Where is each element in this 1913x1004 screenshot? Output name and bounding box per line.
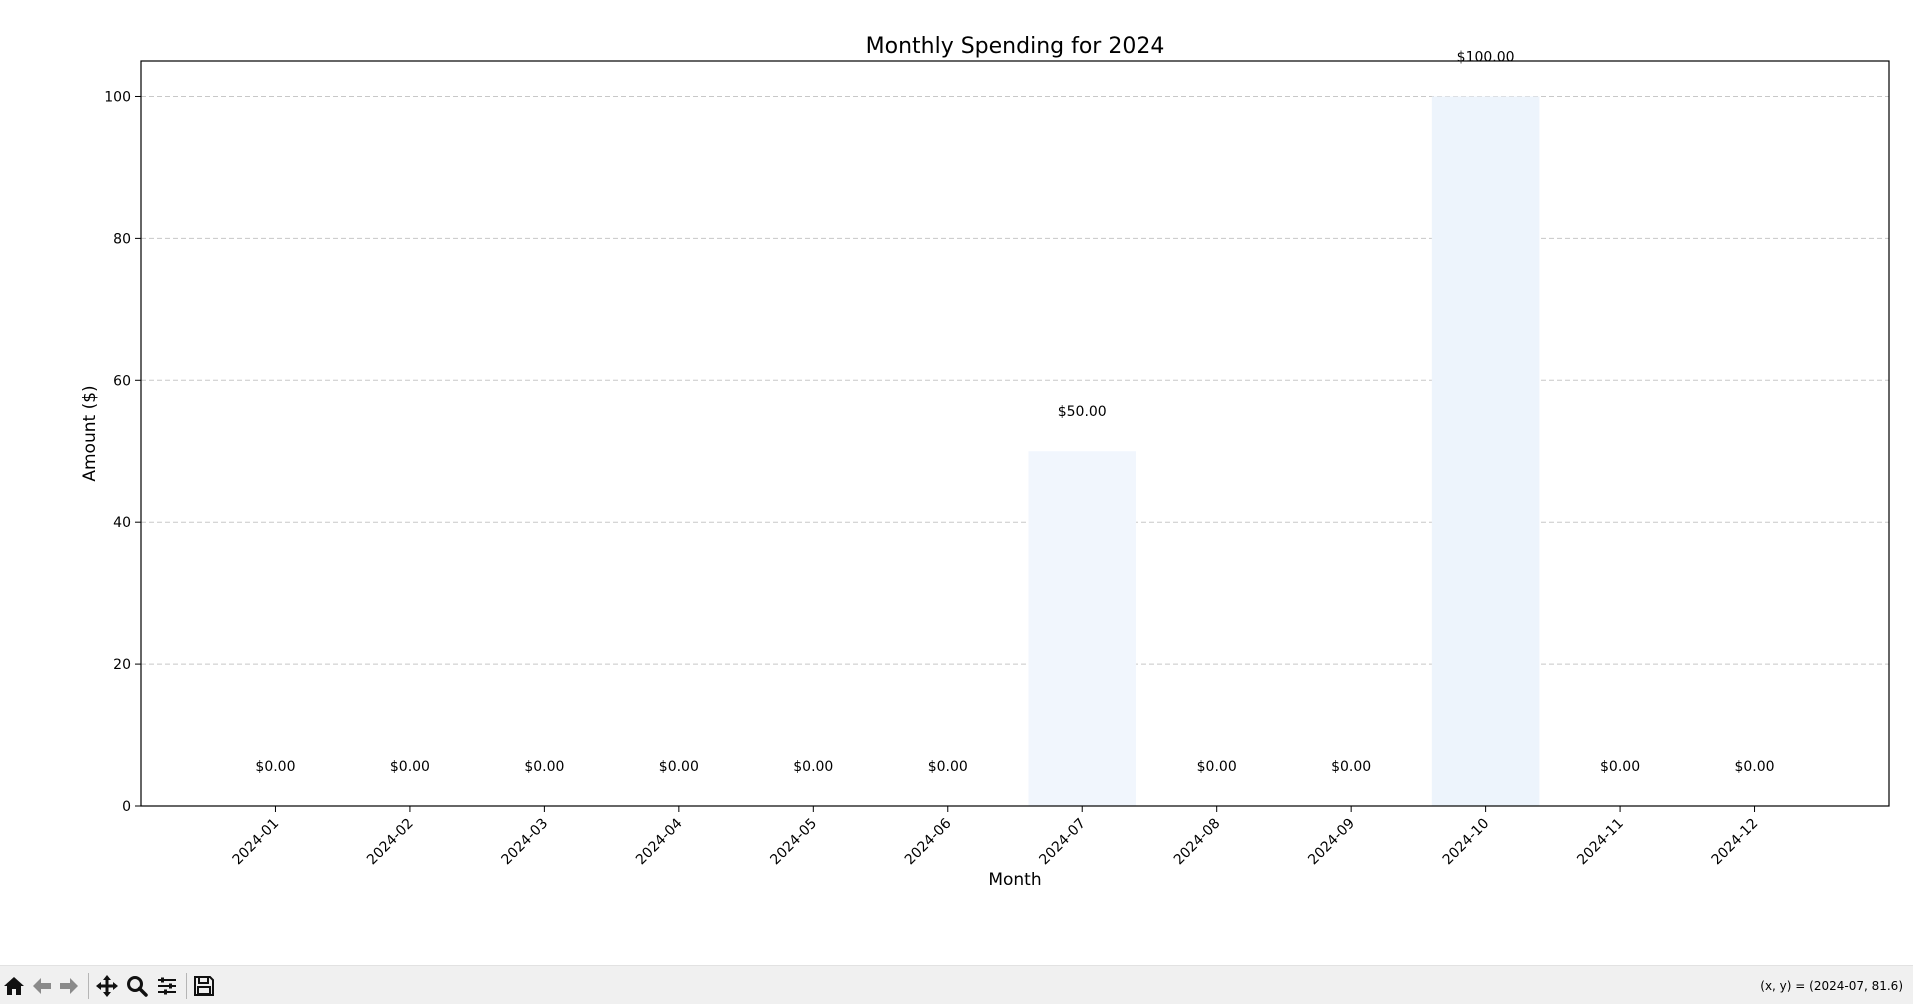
x-tick-label: 2024-12 — [1709, 816, 1762, 869]
navigation-toolbar: (x, y) = (2024-07, 81.6) — [0, 965, 1913, 1004]
x-tick-label: 2024-02 — [364, 816, 417, 869]
x-tick-label: 2024-09 — [1305, 816, 1358, 869]
data-label: $0.00 — [390, 759, 430, 775]
chart-title: Monthly Spending for 2024 — [866, 34, 1165, 59]
y-tick-label: 80 — [113, 231, 131, 247]
toolbar-separator — [88, 973, 89, 999]
x-tick-label: 2024-11 — [1574, 816, 1627, 869]
data-label: $0.00 — [1331, 759, 1371, 775]
x-tick-label: 2024-01 — [230, 816, 283, 869]
data-label: $100.00 — [1457, 49, 1515, 65]
forward-icon — [60, 978, 78, 994]
save-button[interactable] — [192, 974, 216, 998]
toolbar-separator — [186, 973, 187, 999]
zoom-icon — [127, 976, 148, 997]
y-tick-label: 20 — [113, 657, 131, 673]
x-tick-label: 2024-06 — [902, 815, 955, 868]
home-button[interactable] — [2, 974, 26, 998]
y-tick-label: 100 — [104, 89, 131, 105]
y-tick-layer: 0 20 40 60 80 100 — [104, 89, 141, 815]
axes-frame — [140, 60, 1890, 807]
x-tick-label: 2024-04 — [633, 815, 686, 868]
back-button[interactable] — [30, 974, 54, 998]
forward-button[interactable] — [57, 974, 81, 998]
cursor-coordinates: (x, y) = (2024-07, 81.6) — [1760, 979, 1903, 993]
bar-2024-07 — [1028, 451, 1137, 806]
data-label: $0.00 — [793, 759, 833, 775]
data-label: $0.00 — [1600, 759, 1640, 775]
y-tick-label: 0 — [122, 799, 131, 815]
zoom-button[interactable] — [125, 974, 149, 998]
bar-2024-10 — [1431, 96, 1540, 806]
back-icon — [33, 978, 51, 994]
x-tick-label: 2024-03 — [499, 816, 552, 869]
data-label-layer: $0.00 $0.00 $0.00 $0.00 $0.00 $0.00 $50.00 $0.0… — [255, 49, 1774, 775]
data-label: $0.00 — [1197, 759, 1237, 775]
y-tick-label: 40 — [113, 515, 131, 531]
configure-subplots-button[interactable] — [155, 974, 179, 998]
chart-figure: 0 20 40 60 80 100 2024-01 2024-02 2024-03 2024-0… — [80, 34, 1890, 890]
data-label: $50.00 — [1058, 404, 1107, 420]
data-label: $0.00 — [524, 759, 564, 775]
x-axis-label: Month — [988, 870, 1041, 890]
x-tick-layer: 2024-01 2024-02 2024-03 2024-04 2024-05 2024-… — [230, 806, 1762, 869]
x-tick-label: 2024-08 — [1171, 816, 1224, 869]
data-label: $0.00 — [255, 759, 295, 775]
data-label: $0.00 — [928, 759, 968, 775]
y-axis-label: Amount ($) — [80, 385, 100, 481]
configure-icon — [158, 977, 176, 995]
bar-layer — [1028, 96, 1540, 806]
x-tick-label: 2024-07 — [1036, 816, 1089, 869]
data-label: $0.00 — [1734, 759, 1774, 775]
x-tick-label: 2024-10 — [1440, 816, 1493, 869]
home-icon — [4, 977, 24, 995]
x-tick-label: 2024-05 — [767, 816, 820, 869]
grid-layer — [141, 95, 1889, 665]
pan-button[interactable] — [95, 974, 119, 998]
data-label: $0.00 — [659, 759, 699, 775]
pan-icon — [96, 975, 118, 997]
y-tick-label: 60 — [113, 373, 131, 389]
save-icon — [194, 976, 214, 996]
